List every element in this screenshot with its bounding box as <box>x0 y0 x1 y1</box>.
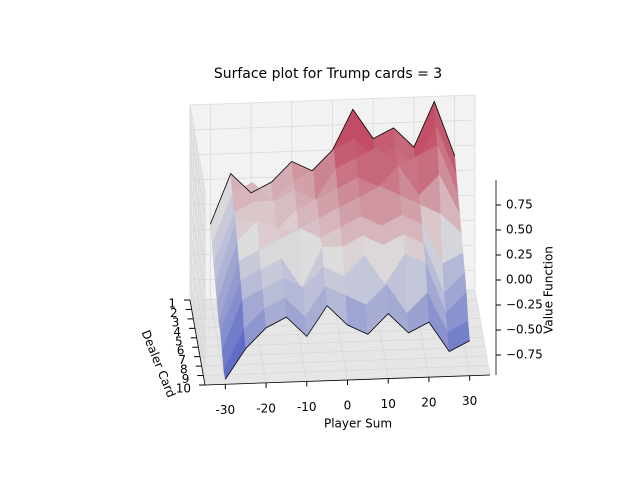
z-tick-label: 0.00 <box>506 273 533 287</box>
x-tick-label: 0 <box>344 399 352 413</box>
y-axis <box>189 299 206 386</box>
grid-line <box>209 299 226 385</box>
z-tick-label: 0.25 <box>506 248 533 262</box>
z-tick-label: 0.50 <box>506 223 533 237</box>
x-tick-label: -20 <box>256 401 276 415</box>
y-tick-label: 4 <box>173 325 181 339</box>
grid-line <box>201 355 487 367</box>
z-tick-label: −0.25 <box>506 298 543 312</box>
grid-line <box>203 365 489 376</box>
y-tick-label: 6 <box>177 344 185 358</box>
x-tick-label: -30 <box>216 403 236 417</box>
y-tick-label: 9 <box>182 372 190 386</box>
y-tick-label: 1 <box>168 297 176 311</box>
y-tick-label: 3 <box>172 315 180 329</box>
x-tick-label: -10 <box>297 400 317 414</box>
y-tick-label: 8 <box>180 363 188 377</box>
x-axis-label: Player Sum <box>324 417 392 431</box>
surface-edge <box>209 100 456 225</box>
y-tick-label: 10 <box>176 382 191 396</box>
z-tick-label: 0.75 <box>506 198 533 212</box>
y-tick-label: 2 <box>170 306 178 320</box>
grid-line <box>199 346 486 358</box>
x-tick-label: 20 <box>421 396 436 410</box>
y-tick-label: 7 <box>178 353 186 367</box>
z-axis-label: Value Function <box>542 246 556 334</box>
x-tick-label: 10 <box>381 397 396 411</box>
y-tick-label: 5 <box>175 334 183 348</box>
z-tick-label: −0.75 <box>506 348 543 362</box>
x-tick-label: 30 <box>462 394 477 408</box>
z-tick-label: −0.50 <box>506 323 543 337</box>
chart-title: Surface plot for Trump cards = 3 <box>214 66 442 82</box>
surface-edge <box>225 305 470 380</box>
grid-line <box>189 119 476 216</box>
